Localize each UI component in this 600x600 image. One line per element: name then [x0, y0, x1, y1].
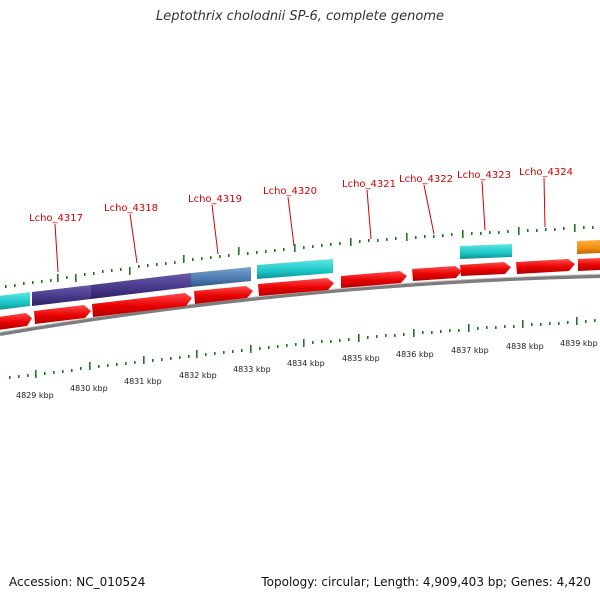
genome-summary: Topology: circular; Length: 4,909,403 bp…	[261, 575, 591, 589]
cds-arrow[interactable]	[578, 258, 600, 271]
map-title: Leptothrix cholodnii SP-6, complete geno…	[156, 9, 444, 24]
gene-labels: Lcho_4317 Lcho_4318 Lcho_4319 Lcho_4320 …	[29, 167, 573, 224]
gene-block[interactable]	[91, 273, 191, 299]
kbp-label: 4838 kbp	[506, 342, 544, 351]
kbp-label: 4837 kbp	[451, 346, 489, 355]
kbp-label: 4831 kbp	[124, 377, 162, 386]
cds-arrow[interactable]	[412, 266, 462, 281]
kbp-labels: 4829 kbp 4830 kbp 4831 kbp 4832 kbp 4833…	[16, 339, 598, 400]
genome-backbone	[0, 274, 600, 336]
gene-block[interactable]	[460, 244, 512, 259]
gene-block[interactable]	[577, 240, 600, 254]
gene-label[interactable]: Lcho_4322	[399, 174, 453, 185]
cds-arrow[interactable]	[34, 305, 91, 324]
upper-tick-track	[5, 224, 594, 288]
kbp-label: 4829 kbp	[16, 391, 54, 400]
cds-arrow[interactable]	[0, 313, 32, 330]
kbp-label: 4836 kbp	[396, 350, 434, 359]
gene-label[interactable]: Lcho_4321	[342, 179, 396, 190]
cds-arrow[interactable]	[460, 262, 511, 276]
gene-label[interactable]: Lcho_4324	[519, 167, 573, 178]
gene-label-leaders	[54, 177, 546, 273]
gene-label[interactable]: Lcho_4319	[188, 194, 242, 205]
cds-track-forward	[0, 258, 600, 330]
gene-block[interactable]	[32, 285, 91, 306]
cds-arrow[interactable]	[194, 286, 253, 304]
gene-label[interactable]: Lcho_4323	[457, 170, 511, 181]
gene-label[interactable]: Lcho_4320	[263, 186, 317, 197]
cds-arrow[interactable]	[258, 278, 334, 296]
cds-arrow[interactable]	[341, 271, 407, 288]
kbp-label: 4839 kbp	[560, 339, 598, 348]
accession-label: Accession: NC_010524	[9, 575, 146, 589]
cds-arrow[interactable]	[92, 293, 192, 317]
kbp-label: 4834 kbp	[287, 359, 325, 368]
lower-tick-track	[9, 317, 596, 379]
gene-track-upper	[0, 240, 600, 310]
kbp-label: 4830 kbp	[70, 384, 108, 393]
gene-block[interactable]	[257, 259, 333, 279]
cds-arrow[interactable]	[516, 259, 575, 274]
gene-block[interactable]	[0, 292, 30, 310]
kbp-label: 4833 kbp	[233, 365, 271, 374]
gene-label[interactable]: Lcho_4318	[104, 203, 158, 214]
gene-block[interactable]	[191, 267, 251, 287]
kbp-label: 4835 kbp	[342, 354, 380, 363]
gene-label[interactable]: Lcho_4317	[29, 213, 83, 224]
kbp-label: 4832 kbp	[179, 371, 217, 380]
